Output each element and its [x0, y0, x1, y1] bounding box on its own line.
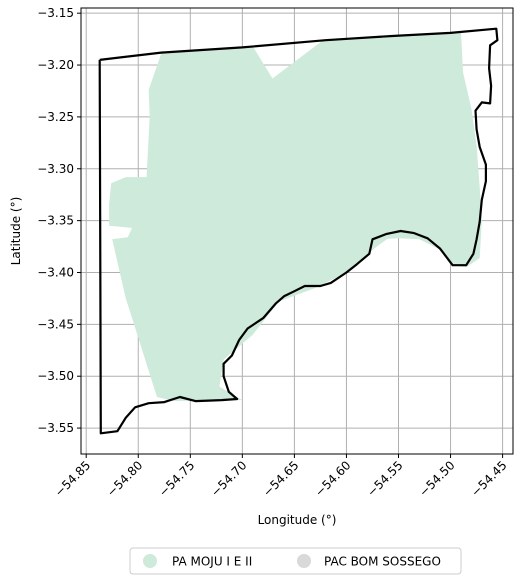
layer-pac-bom-sossego — [98, 27, 499, 435]
legend-marker-pa-moju — [143, 554, 157, 568]
y-tick-label: −3.50 — [37, 369, 74, 383]
legend-marker-pac-bom-sossego — [297, 554, 311, 568]
axes-frame — [80, 7, 514, 455]
y-tick-label: −3.35 — [37, 214, 74, 228]
y-tick-label: −3.20 — [37, 58, 74, 72]
x-axis-title: Longitude (°) — [258, 513, 337, 527]
y-tick-label: −3.45 — [37, 317, 74, 331]
y-axis: −3.15 −3.20 −3.25 −3.30 −3.35 −3.40 −3.45 −3.50… — [37, 6, 81, 435]
legend: PA MOJU I E II PAC BOM SOSSEGO — [129, 547, 462, 575]
y-tick-label: −3.55 — [37, 421, 74, 435]
y-tick-label: −3.15 — [37, 6, 74, 20]
y-axis-title: Latitude (°) — [9, 197, 23, 266]
legend-label-pa-moju: PA MOJU I E II — [172, 555, 252, 569]
legend-frame — [129, 547, 462, 575]
legend-label-pac-bom-sossego: PAC BOM SOSSEGO — [324, 555, 441, 569]
y-tick-label: −3.40 — [37, 265, 74, 279]
y-tick-label: −3.25 — [37, 110, 74, 124]
y-tick-label: −3.30 — [37, 162, 74, 176]
map-layers — [98, 27, 499, 435]
layer-pa-moju-i-e-ii — [109, 31, 482, 402]
